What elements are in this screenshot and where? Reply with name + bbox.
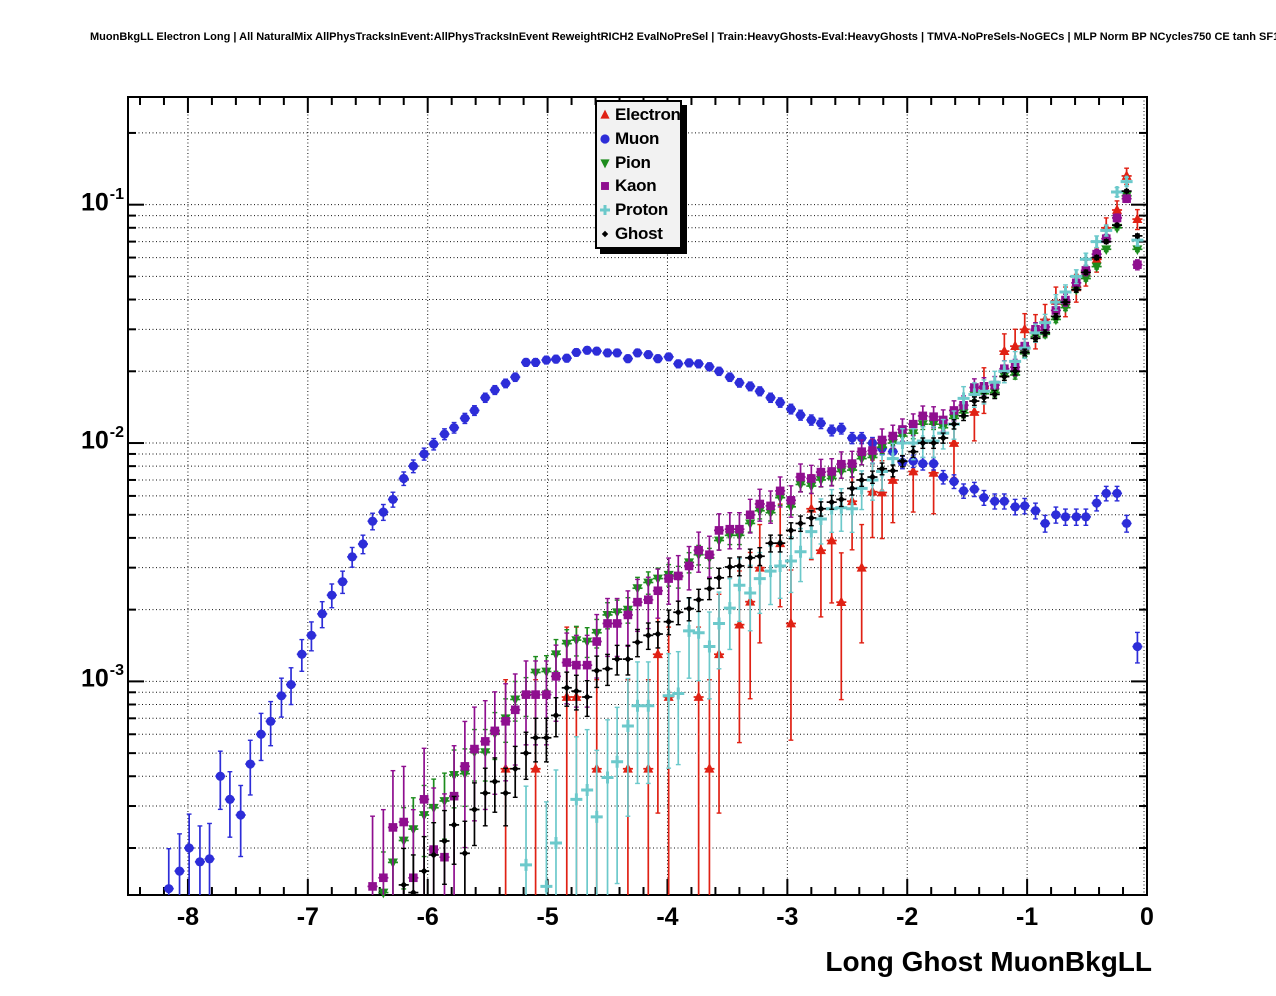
legend-label: Pion bbox=[615, 152, 651, 172]
kaon-marker-icon bbox=[598, 177, 615, 195]
series-ghost bbox=[398, 187, 1143, 897]
y-tick-label: 10-3 bbox=[80, 662, 124, 693]
legend-entry-kaon: Kaon bbox=[598, 175, 680, 197]
x-tick-label: 0 bbox=[1140, 903, 1154, 931]
legend-entry-pion: Pion bbox=[598, 152, 680, 174]
y-tick-label: 10-2 bbox=[80, 424, 124, 455]
x-tick-label: -6 bbox=[416, 903, 439, 931]
x-axis-title: Long Ghost MuonBkgLL bbox=[825, 946, 1152, 977]
legend-entry-ghost: Ghost bbox=[598, 223, 680, 245]
x-tick-label: -1 bbox=[1015, 903, 1039, 931]
legend-label: Electron bbox=[615, 104, 681, 124]
legend-label: Proton bbox=[615, 200, 668, 220]
x-tick-label: -8 bbox=[176, 903, 200, 931]
x-tick-label: -4 bbox=[656, 903, 679, 931]
y-tick-label: 10-1 bbox=[80, 185, 124, 216]
proton-marker-icon bbox=[598, 201, 615, 219]
ghost-marker-icon bbox=[598, 225, 615, 243]
muon-marker-icon bbox=[598, 130, 615, 148]
x-tick-label: -3 bbox=[776, 903, 799, 931]
legend-entry-electron: Electron bbox=[598, 104, 681, 126]
series-muon bbox=[163, 345, 1143, 895]
legend-label: Ghost bbox=[615, 224, 663, 244]
legend-entry-proton: Proton bbox=[598, 199, 680, 221]
legend-label: Muon bbox=[615, 128, 660, 148]
legend-box: Electron Muon Pion Kaon Proton Ghost bbox=[595, 100, 682, 249]
pion-marker-icon bbox=[598, 154, 615, 172]
electron-marker-icon bbox=[598, 106, 615, 124]
page-title: MuonBkgLL Electron Long | All NaturalMix… bbox=[90, 31, 1276, 43]
x-tick-label: -2 bbox=[896, 903, 919, 931]
x-tick-label: -5 bbox=[536, 903, 559, 931]
legend-entry-muon: Muon bbox=[598, 128, 680, 150]
legend-label: Kaon bbox=[615, 176, 657, 196]
x-tick-label: -7 bbox=[296, 903, 319, 931]
axis-ticks bbox=[128, 97, 1148, 895]
